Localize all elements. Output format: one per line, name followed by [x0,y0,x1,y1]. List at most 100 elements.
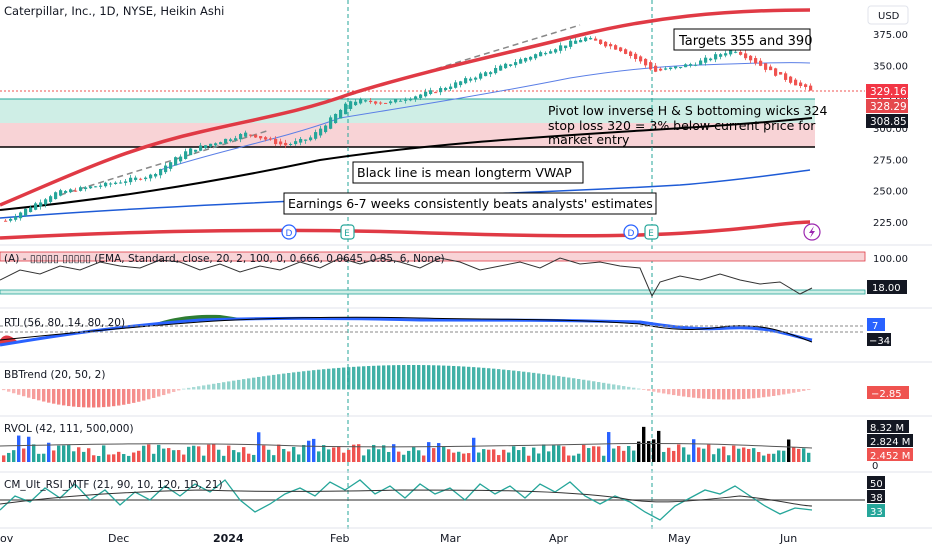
dividend-marker-2[interactable]: D [623,224,639,240]
candle-body [594,38,598,41]
bbtrend-bar [217,382,221,390]
bbtrend-bar [162,389,166,396]
bbtrend-bar [192,387,196,390]
rvol-bar [542,444,546,462]
candle-body [604,41,608,47]
rvol-bar [407,450,411,462]
bbtrend-tag-bg [867,386,909,399]
candle-body [339,109,343,119]
time-axis-label: Jun [779,532,797,545]
bbtrend-bar [507,370,511,390]
candle-body [439,88,443,93]
time-axis-label: Dec [108,532,129,545]
candle-body [674,66,678,69]
rvol-bar [597,446,601,462]
candle-body [309,137,313,141]
bbtrend-bar [532,372,536,390]
rvol-bar [687,454,691,462]
bbtrend-bar [757,389,761,398]
candle-body [204,145,208,149]
candle-body [479,73,483,79]
vwap-black [0,117,813,211]
rvol-bar [157,444,161,462]
rvol-bar [307,440,311,462]
bbtrend-bar [147,389,151,400]
rvol-bar [147,444,151,462]
rvol-bar [187,446,191,462]
candle-body [34,203,38,210]
rvol-bar [727,455,731,462]
candle-body [649,62,653,70]
candle-body [169,162,173,169]
rvol-zero: 0 [872,461,878,472]
bbtrend-bar [232,380,236,390]
bbtrend-bar [597,382,601,390]
candle-body [809,85,813,91]
price-tag-label: 329.16 [870,86,907,98]
bbtrend-bar [637,388,641,390]
candle-body [759,60,763,66]
bbtrend-bar [517,371,521,390]
price-tick-label: 375.00 [873,30,908,41]
rvol-bar [462,453,466,462]
candle-body [749,55,753,61]
bbtrend-bar [667,389,671,395]
rvol-bar [517,450,521,462]
candle-body [159,169,163,176]
rvol-bar [402,454,406,462]
rvol-bar [72,451,76,462]
rvol-bar [737,448,741,462]
bbtrend-bar [742,389,746,400]
earnings-marker-2[interactable]: E [644,224,659,240]
rvol-bar [387,451,391,462]
bbtrend-bars [2,365,811,408]
bbtrend-bar [412,365,416,390]
bbtrend-bar [12,389,16,394]
rvol-bar [432,448,436,462]
bbtrend-bar [652,389,656,392]
candle-body [269,138,273,140]
bbtrend-bar [607,383,611,390]
bbtrend-bar [767,389,771,397]
cmrsi-tag1-bg [867,476,885,489]
dividend-marker-1[interactable]: D [281,224,297,240]
candle-body [449,86,453,90]
bbtrend-bar [547,374,551,390]
candle-body [369,100,373,103]
rvol-bar [77,447,81,462]
rvol-bar [607,432,611,462]
candle-body [544,52,548,55]
rvol-bar [762,455,766,462]
candle-body [289,144,293,146]
candle-body [419,94,423,98]
rvol-bar [747,448,751,462]
rvol-bar [572,455,576,462]
rvol-bar [412,447,416,462]
bbtrend-bar [327,368,331,390]
price-tick-label: 325.00 [873,93,908,104]
currency-button[interactable] [867,5,909,25]
rvol-bar [672,450,676,462]
candle-body [729,49,733,55]
candle-body [234,138,238,141]
rvol-bar [42,453,46,462]
bbtrend-bar [407,365,411,390]
bbtrend-bar [287,372,291,390]
rvol-bar [177,450,181,462]
candle-body [229,139,233,142]
lightning-icon[interactable] [803,223,821,241]
bbtrend-bar [707,389,711,399]
cmrsi-title: CM_Ult_RSI_MTF (21, 90, 10, 120, 1D, 21) [4,479,223,491]
rvol-title: RVOL (42, 111, 500,000) [4,423,134,435]
bbtrend-bar [342,367,346,390]
candle-body [274,138,278,145]
rvol-bar [262,445,266,462]
bbtrend-bar [592,381,596,390]
candle-body [109,183,113,185]
earnings-marker-1[interactable]: E [340,224,355,240]
candle-body [44,199,48,205]
rvol-bar [632,450,636,462]
rvol-bar [702,448,706,462]
bbtrend-bar [227,381,231,390]
candle-body [409,98,413,101]
